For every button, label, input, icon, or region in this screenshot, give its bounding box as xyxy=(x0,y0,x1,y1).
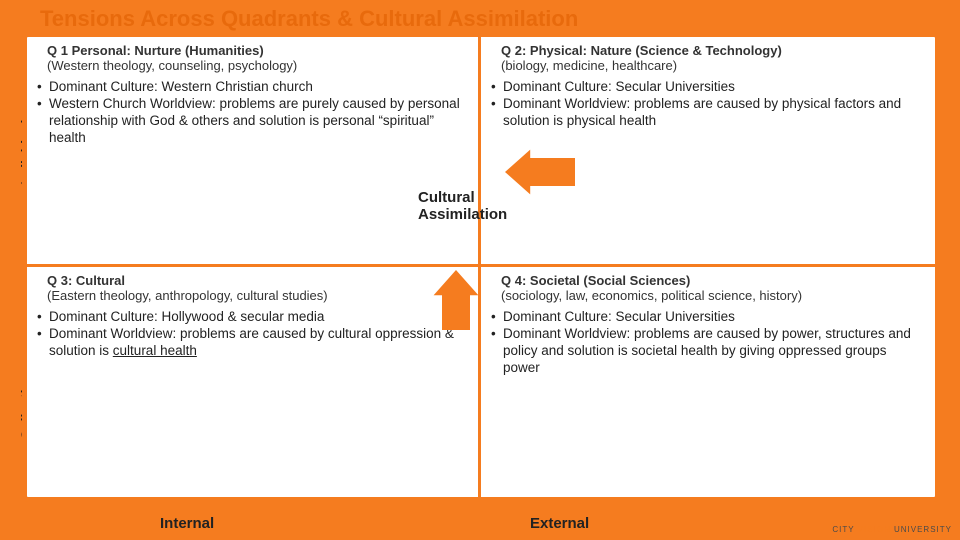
quadrant-grid: Q 1 Personal: Nurture (Humanities) (West… xyxy=(22,32,940,502)
q3-b0: Dominant Culture: Hollywood & secular me… xyxy=(49,309,324,326)
footer-logo: CITY VISION UNIVERSITY xyxy=(832,525,952,534)
center-label: Cultural Assimilation xyxy=(418,190,507,223)
q4-body: •Dominant Culture: Secular Universities … xyxy=(491,309,925,377)
q4-sub: (sociology, law, economics, political sc… xyxy=(501,288,925,303)
q1-header: Q 1 Personal: Nurture (Humanities) xyxy=(47,43,468,58)
q4-b1: Dominant Worldview: problems are caused … xyxy=(503,326,925,377)
center-label-l1: Cultural xyxy=(418,189,475,206)
quadrant-q1: Q 1 Personal: Nurture (Humanities) (West… xyxy=(27,37,481,267)
quadrant-q4: Q 4: Societal (Social Sciences) (sociolo… xyxy=(481,267,935,497)
slide-title: Tensions Across Quadrants & Cultural Ass… xyxy=(40,6,578,32)
axis-label-external: External xyxy=(530,515,589,532)
quadrant-q2: Q 2: Physical: Nature (Science & Technol… xyxy=(481,37,935,267)
q1-body: •Dominant Culture: Western Christian chu… xyxy=(37,79,468,147)
q3-b1: Dominant Worldview: problems are caused … xyxy=(49,326,468,360)
quadrant-q3: Q 3: Cultural (Eastern theology, anthrop… xyxy=(27,267,481,497)
q1-b0: Dominant Culture: Western Christian chur… xyxy=(49,79,313,96)
q1-sub: (Western theology, counseling, psycholog… xyxy=(47,58,468,73)
axis-label-internal: Internal xyxy=(160,515,214,532)
q2-b0: Dominant Culture: Secular Universities xyxy=(503,79,735,96)
center-label-l2: Assimilation xyxy=(418,206,507,223)
q3-body: •Dominant Culture: Hollywood & secular m… xyxy=(37,309,468,360)
q4-b0: Dominant Culture: Secular Universities xyxy=(503,309,735,326)
q2-header: Q 2: Physical: Nature (Science & Technol… xyxy=(501,43,925,58)
q1-b1: Western Church Worldview: problems are p… xyxy=(49,96,468,147)
q3-sub: (Eastern theology, anthropology, cultura… xyxy=(47,288,468,303)
q2-sub: (biology, medicine, healthcare) xyxy=(501,58,925,73)
q2-b1: Dominant Worldview: problems are caused … xyxy=(503,96,925,130)
q3-header: Q 3: Cultural xyxy=(47,273,468,288)
q4-header: Q 4: Societal (Social Sciences) xyxy=(501,273,925,288)
q2-body: •Dominant Culture: Secular Universities … xyxy=(491,79,925,130)
slide-root: Tensions Across Quadrants & Cultural Ass… xyxy=(0,0,960,540)
